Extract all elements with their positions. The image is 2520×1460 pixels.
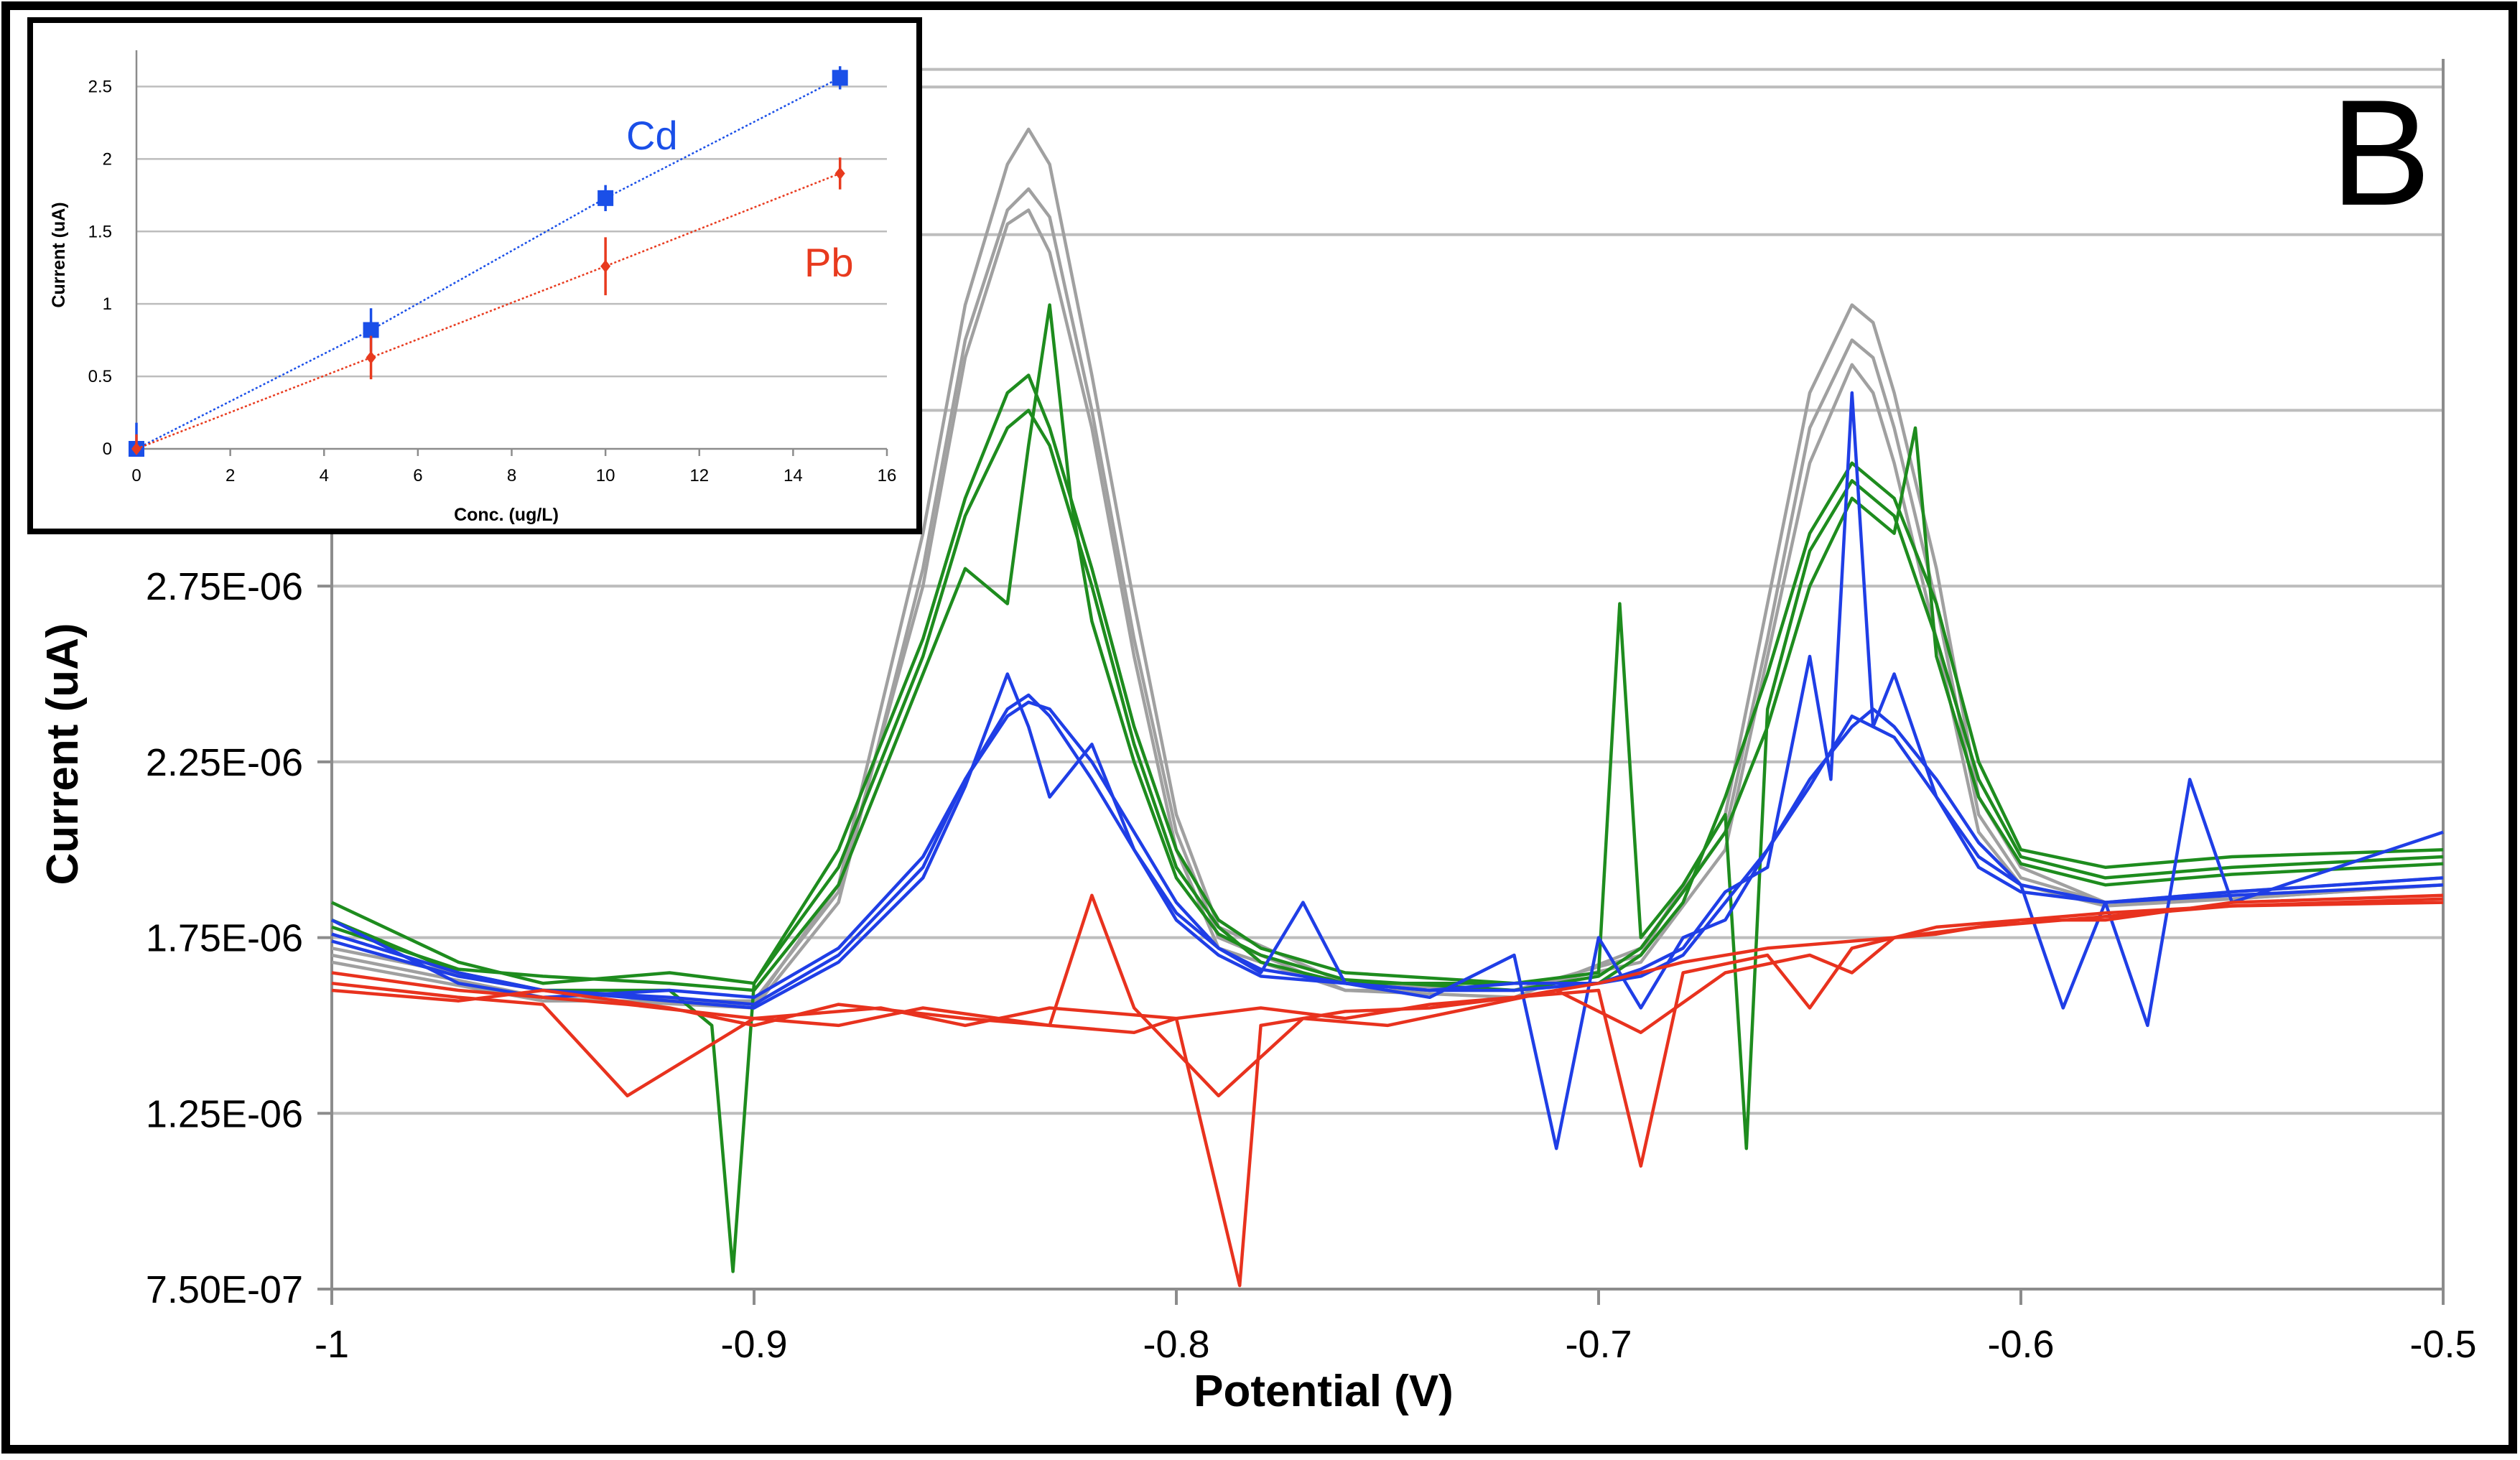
- inset-x-tick-label: 0: [131, 466, 141, 485]
- series-line-blue-3: [330, 693, 2444, 1150]
- inset-axes: [135, 50, 888, 456]
- inset-x-tick-label: 12: [689, 466, 709, 485]
- inset-point-Pb: [131, 442, 141, 455]
- inset-x-tick-label: 2: [226, 466, 235, 485]
- main-x-tick-label: -1: [315, 1323, 349, 1366]
- inset-series: [129, 66, 848, 457]
- main-x-tick-label: -0.8: [1143, 1323, 1209, 1366]
- main-tick-labels: -1 -0.9 -0.8 -0.7 -0.6 -0.5 7.50E-07 1.25E-06 1.…: [146, 565, 2477, 1366]
- inset-y-tick-label: 2: [103, 149, 112, 169]
- main-y-axis-label: Current (uA): [38, 623, 88, 885]
- inset-point-Pb: [366, 350, 376, 364]
- inset-x-axis-label: Conc. (ug/L): [454, 505, 559, 525]
- main-y-tick-label: 7.50E-07: [146, 1268, 303, 1311]
- main-y-tick-label: 2.25E-06: [146, 741, 303, 784]
- inset-y-tick-label: 1: [103, 294, 112, 314]
- inset-point-Cd: [832, 70, 848, 86]
- series-line-green-2: [331, 409, 2444, 1273]
- inset-point-Pb: [834, 167, 845, 180]
- main-y-tick-label: 1.75E-06: [146, 917, 303, 960]
- inset-y-tick-label: 1.5: [88, 222, 112, 241]
- main-y-tick-label: 2.75E-06: [146, 565, 303, 608]
- inset-point-Cd: [598, 190, 614, 206]
- panel-label: B: [2330, 68, 2431, 237]
- inset-x-tick-label: 10: [596, 466, 615, 485]
- inset-x-tick-label: 8: [507, 466, 516, 485]
- inset-y-tick-label: 2.5: [88, 77, 112, 96]
- series-line-blue-2: [331, 391, 2444, 1010]
- series-line-red-3: [331, 893, 2444, 1098]
- series-line-red-2: [331, 893, 2444, 1288]
- inset-point-Cd: [363, 322, 379, 338]
- main-x-tick-label: -0.9: [720, 1323, 787, 1366]
- inset-tick-labels: 0 2 4 6 8 10 12 14 16 0 0.5 1 1.5 2 2.5: [88, 77, 897, 485]
- series-line-green-3: [331, 303, 2444, 992]
- main-x-axis-label: Potential (V): [1194, 1367, 1454, 1416]
- inset-trend-line-Cd: [136, 77, 841, 450]
- inset-pb-label: Pb: [804, 240, 854, 285]
- inset-frame: [27, 17, 922, 534]
- inset-x-tick-label: 6: [413, 466, 422, 485]
- inset-x-tick-label: 4: [320, 466, 329, 485]
- main-y-tick-label: 1.25E-06: [146, 1092, 303, 1135]
- main-x-tick-label: -0.6: [1987, 1323, 2054, 1366]
- inset-y-tick-label: 0.5: [88, 367, 112, 386]
- inset-y-tick-label: 0: [103, 440, 112, 459]
- main-series: [330, 127, 2444, 1288]
- inset-x-tick-label: 16: [878, 466, 897, 485]
- main-x-tick-label: -0.7: [1565, 1323, 1632, 1366]
- inset-grid: [136, 85, 887, 378]
- main-x-tick-label: -0.5: [2409, 1323, 2476, 1366]
- inset-trend-line-Pb: [136, 172, 841, 450]
- inset-point-Pb: [600, 259, 611, 273]
- inset-cd-label: Cd: [626, 113, 678, 158]
- inset-y-axis-label: Current (uA): [49, 202, 69, 307]
- inset-x-tick-label: 14: [784, 466, 803, 485]
